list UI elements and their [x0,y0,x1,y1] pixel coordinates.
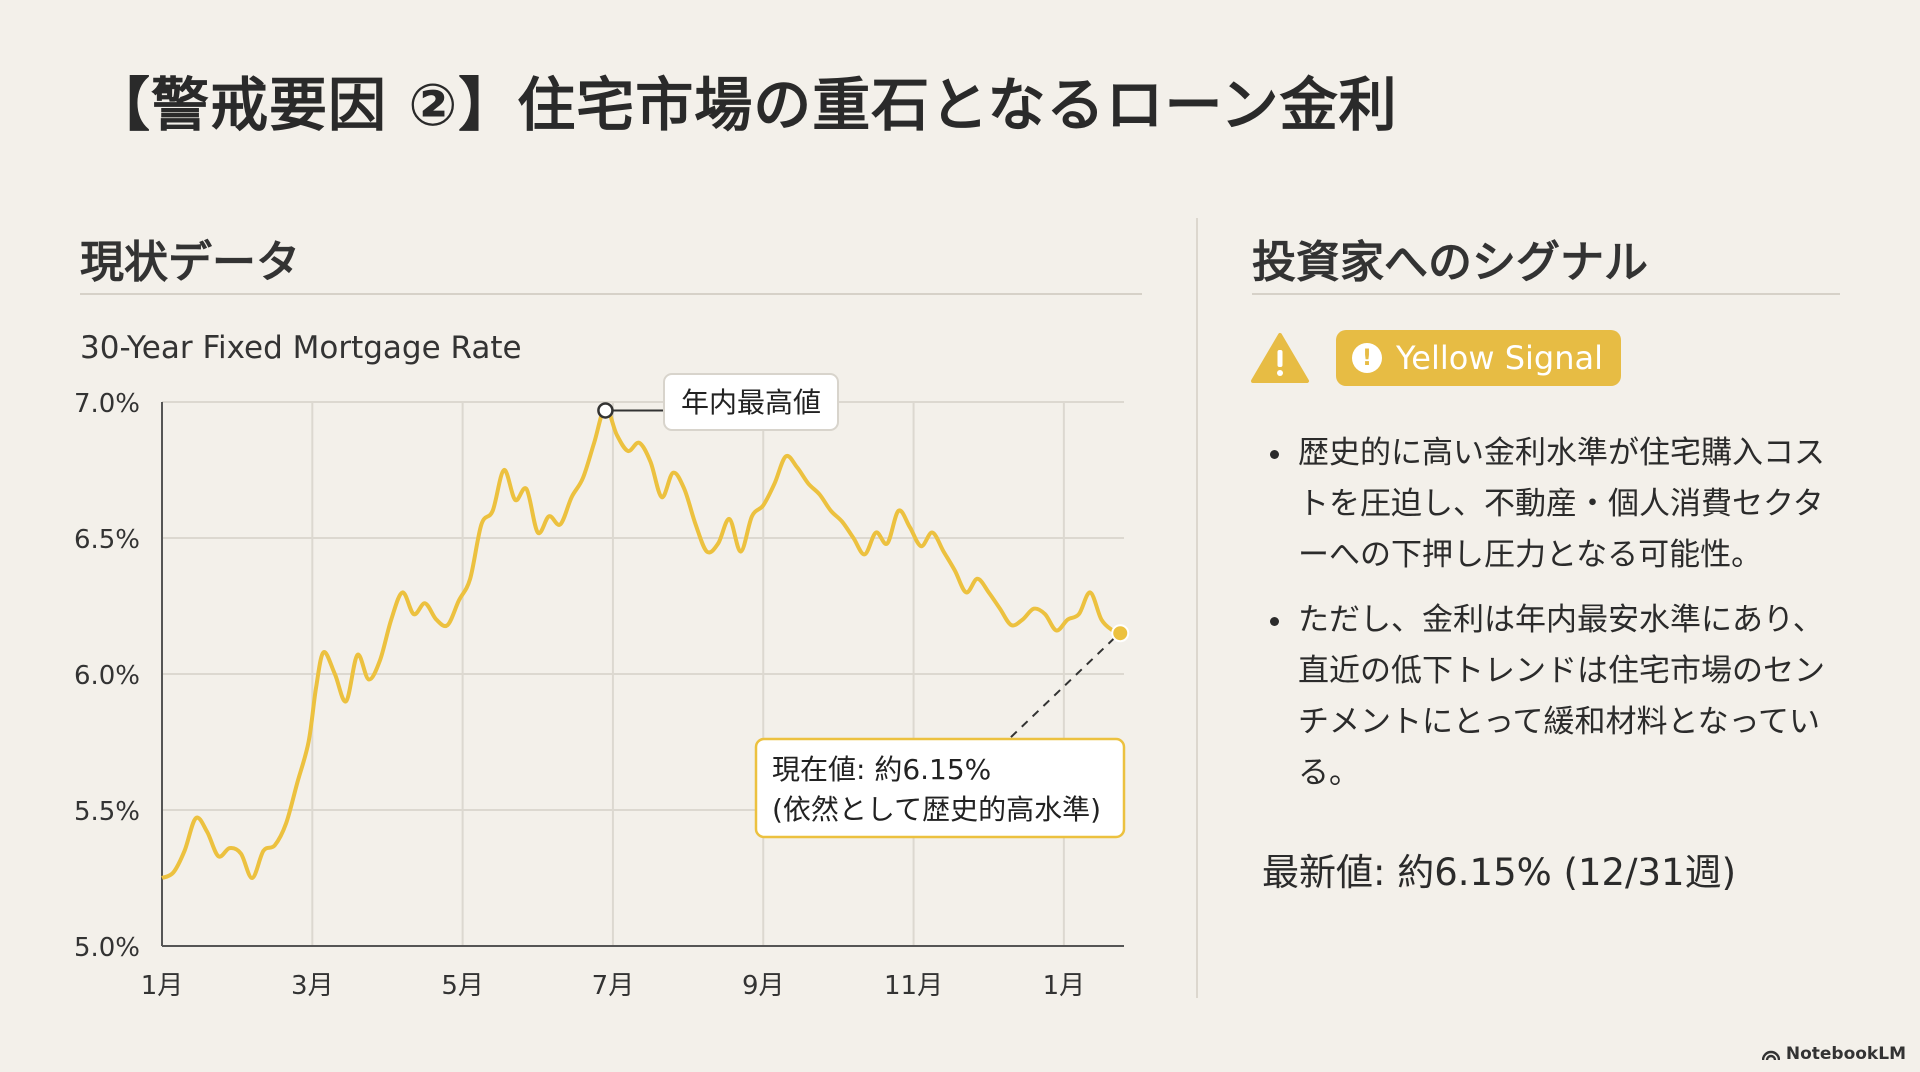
mortgage-rate-chart: 5.0% 5.5% 6.0% 6.5% 7.0% 1月 3月 5月 7月 9月 11月 1月 年内最高値… [74,373,1130,1001]
x-tick-label: 9月 [742,971,785,1001]
latest-value: 最新値: 約6.15% (12/31週) [1262,851,1737,894]
current-point-marker [1111,624,1130,643]
yellow-signal-badge: ! Yellow Signal [1336,330,1621,386]
high-point-marker [597,402,614,419]
left-section-rule [80,293,1142,295]
chart-title: 30-Year Fixed Mortgage Rate [80,330,522,366]
left-section-heading: 現状データ [80,237,300,288]
x-tick-label: 1月 [1043,971,1086,1001]
x-tick-label: 3月 [291,971,334,1001]
signal-bullets: 歴史的に高い金利水準が住宅購入コストを圧迫し、不動産・個人消費セクターへの下押し… [1262,428,1848,813]
current-leader-line [1009,637,1115,739]
right-section-rule [1252,293,1840,295]
x-tick-label: 1月 [141,971,184,1001]
exclamation-icon: ! [1352,343,1382,373]
signal-row: ! Yellow Signal [1250,330,1621,386]
warning-triangle-icon [1251,333,1309,383]
notebooklm-logo-icon [1761,1050,1780,1061]
x-tick-label: 5月 [441,971,484,1001]
y-tick-label: 5.0% [74,933,140,963]
column-divider [1196,218,1198,998]
x-tick-label: 11月 [884,971,943,1001]
slide-title: 【警戒要因 ②】住宅市場の重石となるローン金利 [92,71,1398,139]
brand-footer: NotebookLM [1761,1044,1906,1064]
y-tick-label: 6.0% [74,661,140,691]
x-tick-label: 7月 [592,971,635,1001]
current-label-text: 現在値: 約6.15% [772,753,991,786]
bullet-item: 歴史的に高い金利水準が住宅購入コストを圧迫し、不動産・個人消費セクターへの下押し… [1262,428,1848,581]
current-label-box [754,737,1126,839]
high-label-text: 年内最高値 [681,386,821,419]
y-tick-label: 7.0% [74,389,140,419]
y-tick-label: 6.5% [74,525,140,555]
yellow-signal-label: Yellow Signal [1396,339,1603,377]
brand-label: NotebookLM [1785,1044,1906,1064]
bullet-item: ただし、金利は年内最安水準にあり、直近の低下トレンドは住宅市場のセンチメントにと… [1262,595,1848,799]
current-label-text: (依然として歴史的高水準) [772,793,1101,826]
rate-series-line [161,405,1121,880]
y-tick-label: 5.5% [74,797,140,827]
right-section-heading: 投資家へのシグナル [1252,237,1648,288]
high-label-box [663,373,839,431]
